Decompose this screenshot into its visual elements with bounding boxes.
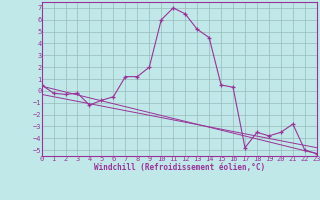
- X-axis label: Windchill (Refroidissement éolien,°C): Windchill (Refroidissement éolien,°C): [94, 163, 265, 172]
